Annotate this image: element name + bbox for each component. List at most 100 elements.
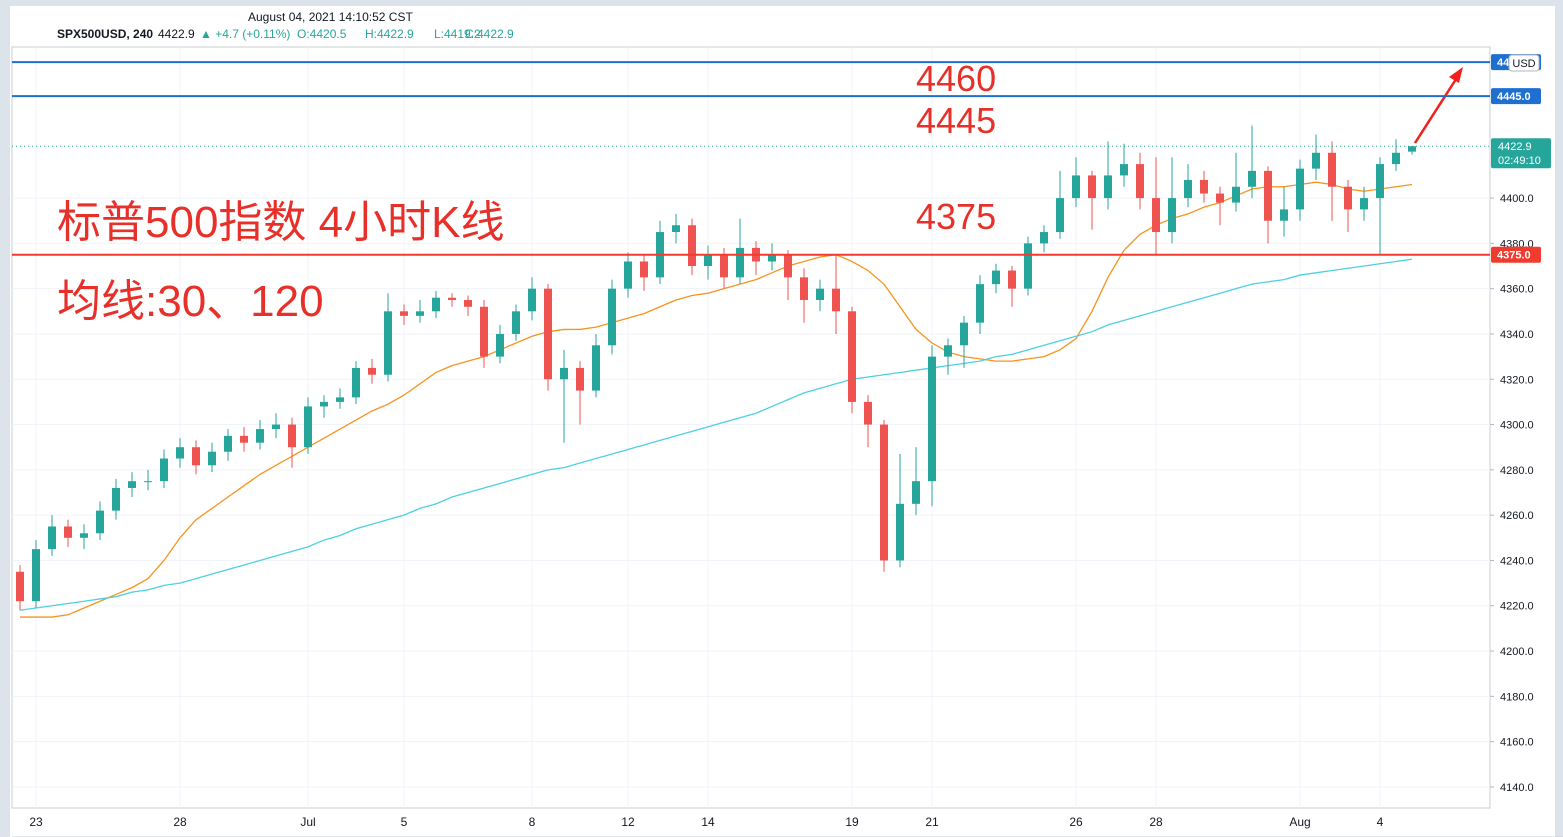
candle-body	[368, 367, 376, 375]
candle-body	[256, 429, 264, 443]
candle-body	[1344, 186, 1352, 210]
candle-body	[1184, 179, 1192, 199]
moving-average	[19, 258, 1413, 611]
x-tick-label: 28	[1149, 815, 1163, 829]
y-tick-label: 4160.0	[1500, 737, 1534, 749]
candle-body	[928, 356, 936, 482]
candle-body	[1328, 152, 1336, 187]
y-tick-label: 4280.0	[1500, 465, 1534, 477]
candle-body	[400, 311, 408, 316]
candle-body	[608, 288, 616, 346]
candle-body	[1216, 193, 1224, 203]
x-tick-label: 14	[701, 815, 715, 829]
candle-body	[784, 254, 792, 278]
candle-body	[768, 254, 776, 262]
y-tick-label: 4300.0	[1500, 420, 1534, 432]
candle-body	[848, 311, 856, 402]
candle-body	[1200, 179, 1208, 194]
price-label-bg	[1491, 88, 1541, 105]
candle-body	[1104, 175, 1112, 199]
y-tick-label: 4240.0	[1500, 555, 1534, 567]
candle-body	[240, 435, 248, 443]
candle-body	[288, 424, 296, 448]
x-tick-label: Jul	[300, 815, 315, 829]
y-tick-label: 4260.0	[1500, 510, 1534, 522]
price-label-bg	[1491, 246, 1541, 263]
subtitle: 均线:30、120	[57, 277, 324, 326]
ohlc-high: H:4422.9	[365, 27, 414, 41]
candle-body	[832, 288, 840, 312]
arrow	[1413, 75, 1460, 144]
candle-body	[336, 397, 344, 402]
candle-body	[960, 322, 968, 346]
candle-body	[1248, 170, 1256, 187]
candle-body	[64, 526, 72, 538]
candle-body	[176, 447, 184, 459]
x-tick-label: 5	[401, 815, 408, 829]
last-price-bg	[1491, 138, 1551, 169]
candle-body	[416, 311, 424, 316]
y-tick-label: 4400.0	[1500, 193, 1534, 205]
candle-body	[800, 277, 808, 300]
ohlc-close: C:4422.9	[465, 27, 514, 41]
price-label: 4445.0	[1497, 91, 1531, 103]
candle-body	[864, 401, 872, 425]
symbol: SPX500USD, 240	[57, 27, 153, 41]
candle-body	[128, 481, 136, 488]
candle-body	[528, 288, 536, 312]
y-tick-label: 4320.0	[1500, 374, 1534, 386]
candle-body	[1408, 146, 1416, 152]
candle-body	[1088, 175, 1096, 199]
candle-body	[1376, 164, 1384, 199]
candle-body	[1120, 164, 1128, 176]
candle-body	[720, 254, 728, 278]
candle-body	[1312, 152, 1320, 169]
y-tick-label: 4360.0	[1500, 284, 1534, 296]
candle-body	[1232, 186, 1240, 203]
change: ▲ +4.7 (+0.11%)	[200, 27, 290, 41]
candle-body	[48, 526, 56, 550]
candle-body	[112, 487, 120, 511]
x-tick-label: 12	[621, 815, 635, 829]
ohlc-open: O:4420.5	[297, 27, 347, 41]
candle-body	[1392, 152, 1400, 165]
title: 标普500指数 4小时K线	[57, 198, 504, 247]
currency: USD	[1512, 58, 1535, 70]
candle-body	[32, 549, 40, 602]
candle-body	[16, 571, 24, 602]
candle-body	[944, 345, 952, 357]
y-tick-label: 4220.0	[1500, 601, 1534, 613]
datetime: August 04, 2021 14:10:52 CST	[248, 10, 413, 24]
frame	[0, 0, 1563, 6]
candle-body	[912, 481, 920, 504]
candle-body	[880, 424, 888, 561]
candle-body	[976, 284, 984, 323]
candle-body	[592, 345, 600, 391]
x-tick-label: Aug	[1289, 815, 1310, 829]
candle-body	[736, 247, 744, 278]
candle-body	[1136, 164, 1144, 199]
candle-body	[480, 306, 488, 357]
x-tick-label: 28	[173, 815, 187, 829]
countdown: 02:49:10	[1498, 155, 1541, 167]
candle-body	[816, 288, 824, 300]
candle-body	[544, 288, 552, 380]
candle-body	[1264, 170, 1272, 221]
candle-body	[896, 503, 904, 561]
candle-body	[1296, 168, 1304, 210]
candle-body	[512, 311, 520, 334]
last: 4422.9	[158, 27, 195, 41]
candle-body	[192, 447, 200, 466]
currency-box	[1508, 54, 1540, 72]
candle-body	[688, 225, 696, 267]
annotation: 4375	[916, 196, 996, 237]
y-tick-label: 4180.0	[1500, 691, 1534, 703]
candle-body	[96, 510, 104, 534]
candle-body	[1072, 175, 1080, 199]
x-tick-label: 23	[29, 815, 43, 829]
ohlc-low: L:4419.2	[434, 27, 481, 41]
x-tick-label: 8	[529, 815, 536, 829]
plot-frame	[11, 46, 1491, 809]
